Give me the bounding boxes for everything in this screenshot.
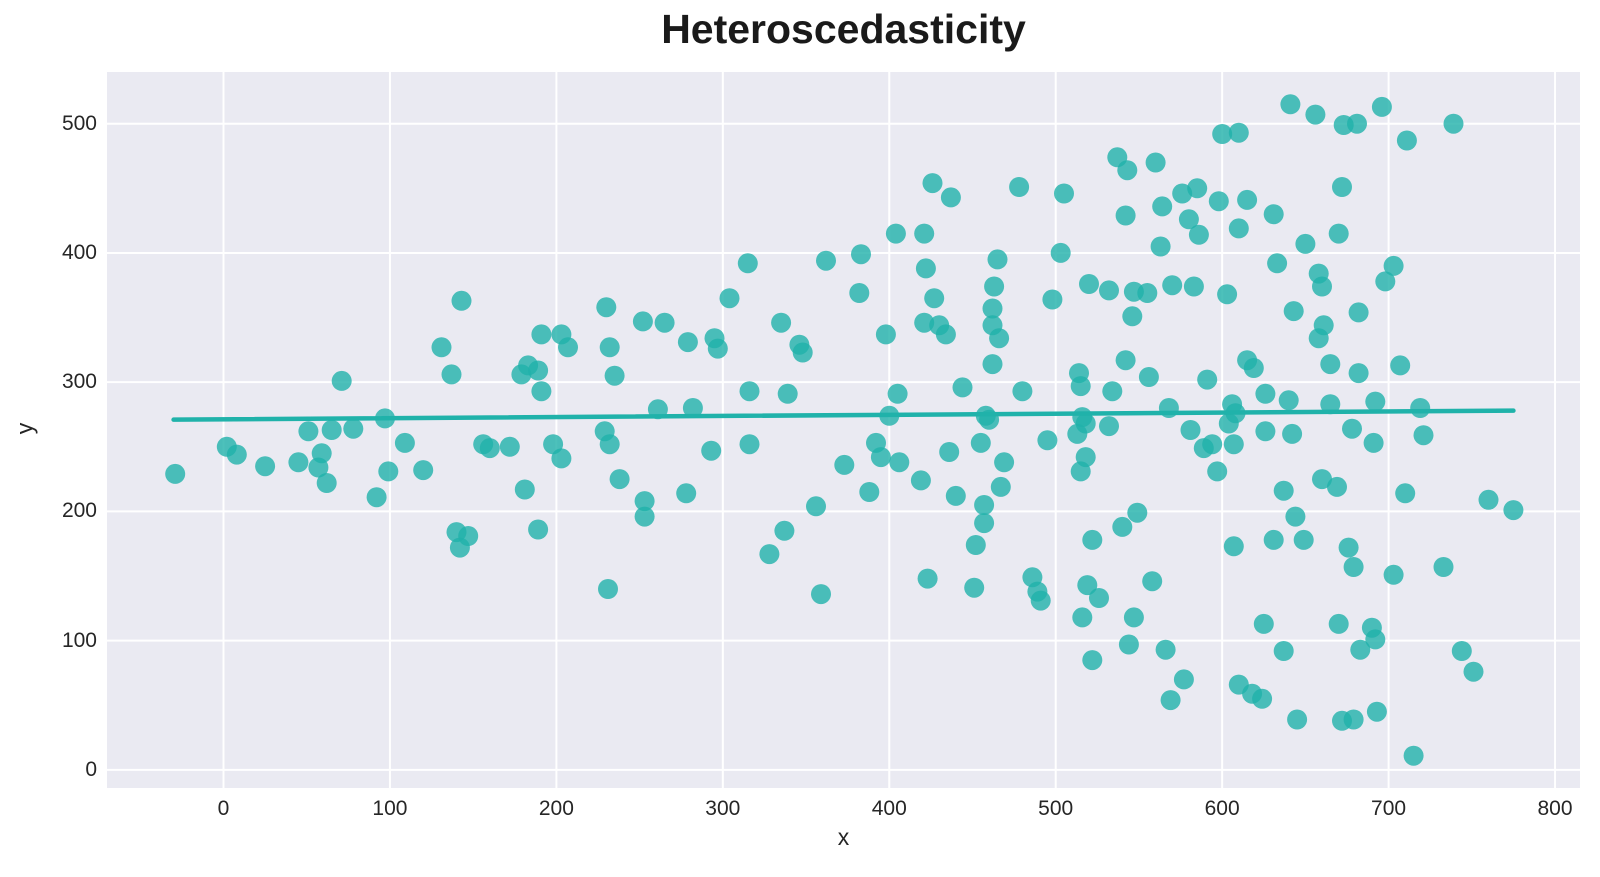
y-tick-label: 300 bbox=[61, 370, 97, 394]
x-tick-label: 800 bbox=[1537, 797, 1573, 820]
y-tick-label: 100 bbox=[61, 628, 97, 652]
y-tick-label: 200 bbox=[61, 499, 97, 523]
x-tick-label: 400 bbox=[871, 797, 907, 820]
x-tick-label: 300 bbox=[705, 797, 741, 820]
chart-title: Heteroscedasticity bbox=[661, 6, 1026, 52]
y-tick-label: 500 bbox=[61, 111, 97, 135]
regression-line bbox=[171, 408, 1516, 422]
x-axis-label: x bbox=[837, 824, 850, 850]
x-tick-label: 600 bbox=[1204, 797, 1240, 820]
x-tick-label: 200 bbox=[538, 797, 574, 820]
y-tick-label: 0 bbox=[85, 757, 97, 781]
x-tick-label: 0 bbox=[217, 797, 230, 820]
plot-area bbox=[107, 72, 1580, 788]
plot-svg bbox=[107, 72, 1580, 788]
y-tick-label: 400 bbox=[61, 240, 97, 264]
x-tick-label: 700 bbox=[1371, 797, 1407, 820]
x-tick-label: 500 bbox=[1038, 797, 1074, 820]
x-tick-label: 100 bbox=[372, 797, 408, 820]
scatter-points bbox=[165, 94, 1524, 766]
y-axis-label: y bbox=[11, 422, 38, 435]
